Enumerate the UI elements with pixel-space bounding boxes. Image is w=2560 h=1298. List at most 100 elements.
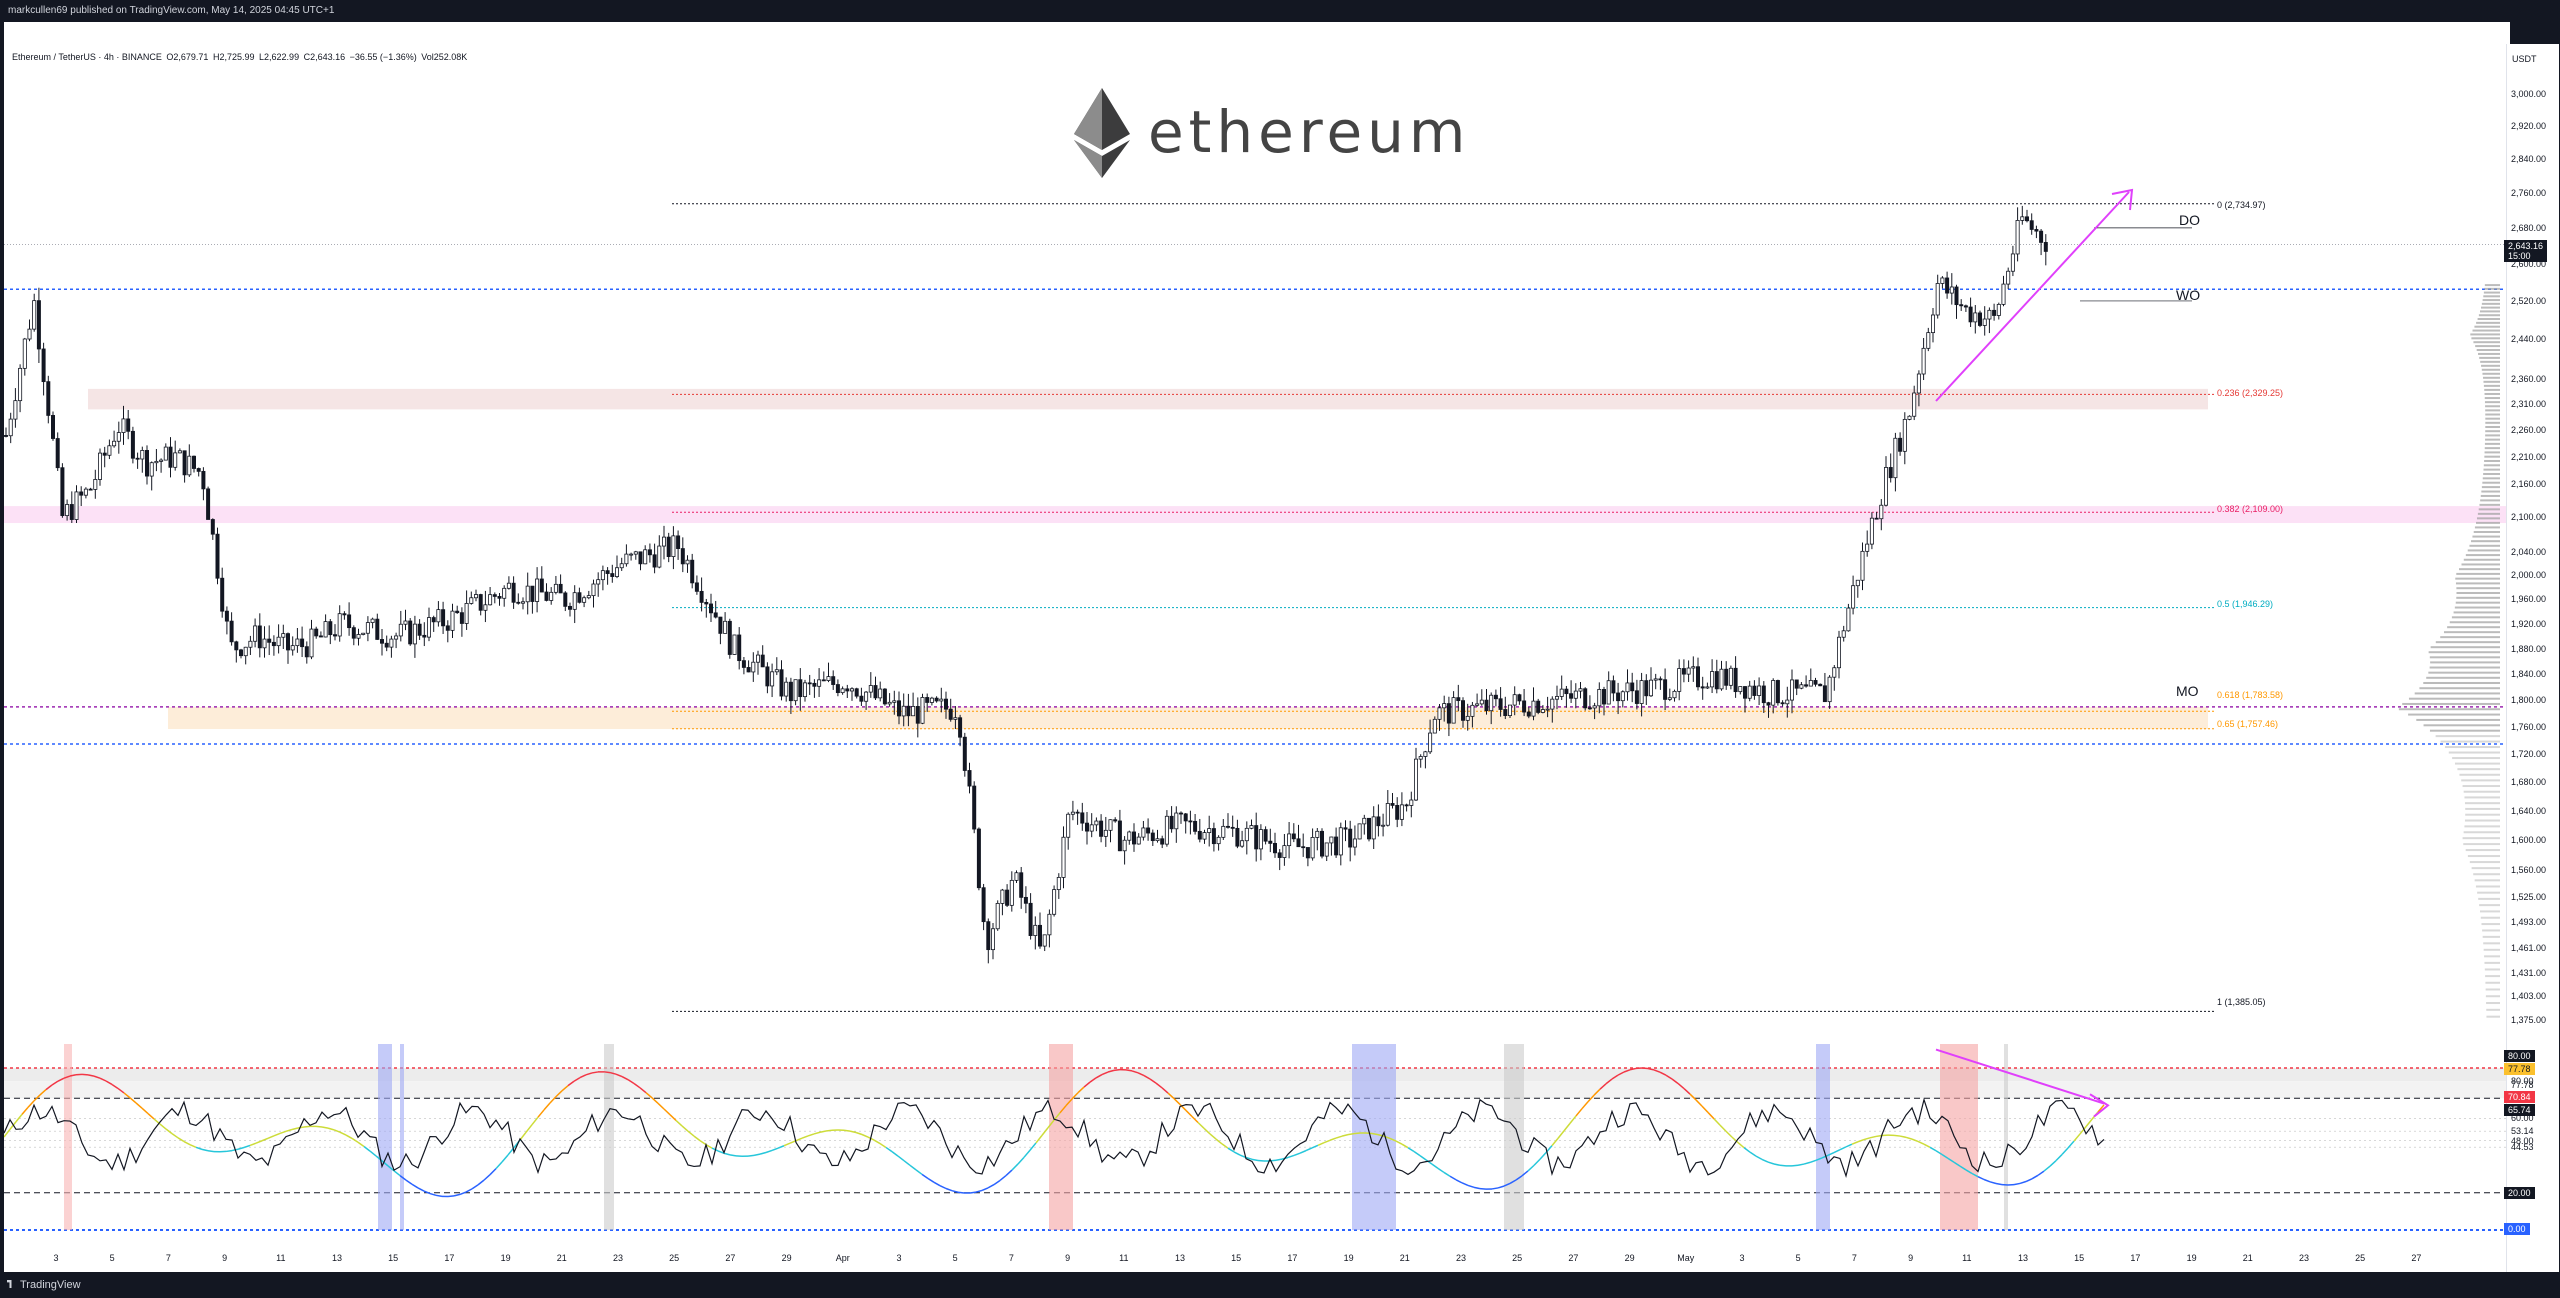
fib-5-label: 0.5 (1,946.29) [2217, 599, 2274, 609]
oscillator-segment [2085, 1118, 2093, 1128]
time-tick-label: 9 [222, 1253, 228, 1263]
oscillator-segment [129, 1097, 137, 1104]
bull-candle [732, 634, 737, 655]
bull-candle [1103, 829, 1108, 837]
bull-candle [1827, 676, 1832, 703]
bull-candle [586, 595, 591, 599]
bull-candle [1155, 838, 1160, 842]
bear-candle [1663, 679, 1668, 700]
indicator-divergence-arrowhead [2089, 1093, 2110, 1118]
bear-candle [976, 828, 981, 889]
time-tick-label: 9 [1065, 1253, 1071, 1263]
volume-profile-bar [2485, 975, 2500, 978]
volume-profile-bar [2485, 426, 2500, 429]
volume-profile-bar [2485, 988, 2500, 991]
close-value: C2,643.16 [303, 52, 346, 62]
ethereum-wordmark: ethereum [1148, 98, 1471, 166]
indicator-highlight-zone [2004, 1044, 2008, 1230]
bull-candle [1996, 303, 2001, 316]
bear-candle [1644, 680, 1649, 697]
volume-profile-bar [2471, 337, 2500, 340]
volume-profile-bar [2408, 713, 2500, 716]
oscillator-segment [855, 1131, 863, 1136]
oscillator-segment [1617, 1071, 1625, 1076]
bear-candle [1963, 305, 1968, 308]
bull-candle [1931, 314, 1936, 334]
oscillator-segment [1815, 1157, 1823, 1162]
volume-profile-bar [2484, 451, 2500, 454]
bear-candle [1484, 699, 1489, 712]
oscillator-segment [1557, 1130, 1565, 1139]
oscillator-segment [111, 1083, 119, 1090]
bull-candle [1141, 827, 1146, 838]
bear-candle [1456, 697, 1461, 702]
bear-candle [267, 638, 272, 643]
bear-candle [234, 641, 239, 651]
oscillator-segment [1761, 1158, 1769, 1163]
indicator-highlight-zone [400, 1044, 404, 1230]
bull-candle [22, 338, 27, 369]
oscillator-segment [651, 1097, 659, 1104]
bear-candle [69, 504, 74, 520]
volume-profile-bar [2471, 540, 2500, 543]
time-tick-label: 25 [1512, 1253, 1523, 1263]
bull-candle [1653, 678, 1658, 681]
bear-candle [1395, 805, 1400, 820]
bear-candle [478, 594, 483, 611]
oscillator-segment [1059, 1105, 1067, 1114]
bull-candle [8, 418, 13, 437]
bull-candle [1338, 827, 1343, 856]
oscillator-segment [1515, 1175, 1523, 1181]
bear-candle [1197, 830, 1202, 840]
oscillator-segment [1095, 1073, 1103, 1079]
bear-candle [384, 642, 389, 648]
time-tick-label: Apr [835, 1253, 850, 1263]
bull-candle [1672, 690, 1677, 699]
volume-profile-bar [2429, 729, 2500, 732]
time-tick-label: 29 [1624, 1253, 1635, 1263]
bull-candle [1540, 709, 1545, 713]
volume-profile-bar [2398, 708, 2500, 711]
bull-candle [1512, 694, 1517, 706]
symbol-label[interactable]: Ethereum / TetherUS · 4h · BINANCE [12, 52, 162, 62]
bear-candle [285, 633, 290, 651]
oscillator-segment [345, 1134, 353, 1140]
bear-candle [1226, 825, 1231, 828]
bear-candle [1752, 685, 1757, 696]
price-tick-label: 2,600.00 [2511, 258, 2547, 269]
bear-candle [727, 620, 732, 655]
oscillator-segment [1407, 1147, 1415, 1153]
volume-profile-bar [2483, 376, 2500, 379]
bear-candle [1028, 902, 1033, 937]
oscillator-segment [1083, 1081, 1091, 1088]
bear-candle [807, 682, 812, 685]
bull-candle [365, 622, 370, 634]
volume-profile-bar [2456, 587, 2500, 590]
bear-candle [882, 688, 887, 705]
volume-profile-bar [2486, 1008, 2500, 1011]
bear-candle [304, 646, 309, 658]
bear-candle [962, 736, 967, 771]
price-chart[interactable] [4, 44, 2510, 1272]
fib-382-label: 0.382 (2,109.00) [2217, 504, 2284, 514]
bull-candle [464, 603, 469, 624]
oscillator-segment [981, 1187, 989, 1192]
bear-candle [60, 467, 65, 517]
bear-candle [1780, 702, 1785, 705]
resistance-zone [88, 388, 2208, 410]
bear-candle [530, 585, 535, 602]
upper-band [4, 1081, 2510, 1099]
price-tick-label: 1,720.00 [2511, 749, 2547, 760]
bear-candle [1564, 688, 1569, 695]
oscillator-segment [393, 1170, 401, 1177]
bear-candle [765, 666, 770, 687]
volume-profile-bar [2483, 472, 2500, 475]
oscillator-segment [237, 1146, 245, 1150]
oscillator-segment [1179, 1103, 1187, 1111]
indicator-highlight-zone [64, 1044, 72, 1230]
oscillator-segment [285, 1128, 293, 1133]
bear-candle [676, 535, 681, 549]
oscillator-segment [351, 1137, 359, 1143]
volume-profile-bar [2485, 438, 2500, 441]
bear-candle [539, 578, 544, 593]
